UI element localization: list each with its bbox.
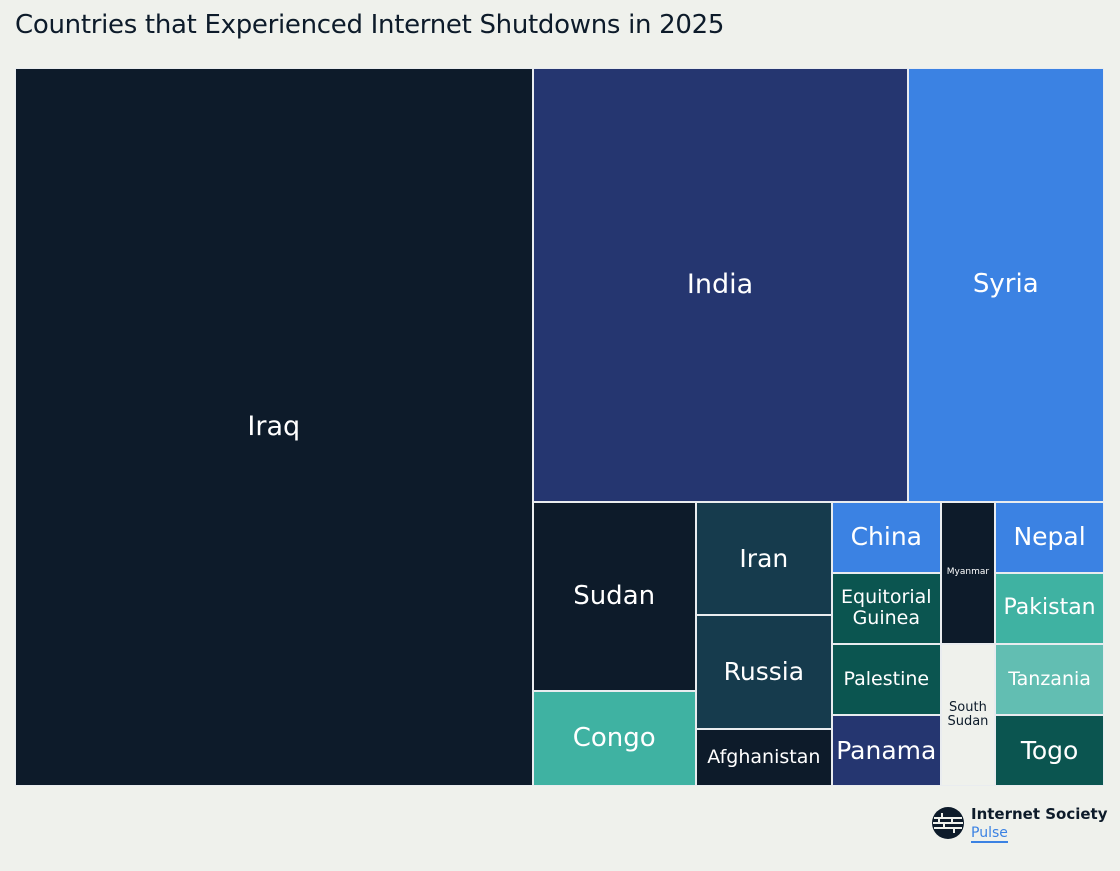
tile-label: India (686, 268, 754, 300)
tile-china[interactable]: China (831, 501, 941, 573)
tile-iraq[interactable]: Iraq (15, 68, 533, 786)
tile-label: Nepal (1013, 522, 1086, 552)
tile-tanzania[interactable]: Tanzania (995, 643, 1104, 715)
tile-label: Panama (836, 735, 937, 765)
treemap: Iraq India Syria Sudan Congo Iran Russia Afghan… (15, 68, 1104, 786)
globe-icon (932, 807, 964, 839)
tile-russia[interactable]: Russia (695, 615, 832, 730)
tile-label: Equitorial Guinea (841, 586, 932, 630)
tile-panama[interactable]: Panama (831, 714, 941, 786)
logo-name: Internet Society (971, 805, 1108, 823)
tile-togo[interactable]: Togo (995, 714, 1104, 786)
tile-label: Iran (739, 543, 789, 573)
tile-label: Togo (1020, 735, 1079, 765)
tile-india[interactable]: India (532, 68, 908, 502)
tile-label: Syria (972, 269, 1039, 300)
tile-label: Afghanistan (707, 746, 821, 769)
tile-iran[interactable]: Iran (695, 501, 832, 616)
tile-label: Pakistan (1003, 595, 1096, 621)
tile-sudan[interactable]: Sudan (532, 501, 696, 692)
tile-label: Iraq (247, 411, 301, 443)
chart-title: Countries that Experienced Internet Shut… (15, 10, 725, 40)
tile-label: Russia (723, 657, 805, 687)
tile-syria[interactable]: Syria (907, 68, 1104, 502)
tile-congo[interactable]: Congo (532, 691, 696, 786)
tile-label: Congo (572, 723, 656, 754)
tile-label: South Sudan (947, 699, 989, 729)
tile-palestine[interactable]: Palestine (831, 643, 941, 715)
logo-sub: Pulse (971, 825, 1008, 843)
tile-label: China (850, 522, 922, 552)
tile-afghanistan[interactable]: Afghanistan (695, 729, 832, 786)
tile-label: Sudan (573, 581, 656, 612)
tile-pakistan[interactable]: Pakistan (995, 572, 1104, 644)
tile-label: Palestine (843, 667, 930, 690)
internet-society-pulse-logo[interactable]: Internet Society Pulse (931, 806, 1108, 843)
tile-nepal[interactable]: Nepal (995, 501, 1104, 573)
tile-south-sudan[interactable]: South Sudan (940, 643, 996, 786)
tile-label: Myanmar (946, 566, 990, 577)
tile-label: Tanzania (1008, 667, 1091, 690)
tile-myanmar[interactable]: Myanmar (940, 501, 996, 644)
tile-equitorial-guinea[interactable]: Equitorial Guinea (831, 572, 941, 644)
